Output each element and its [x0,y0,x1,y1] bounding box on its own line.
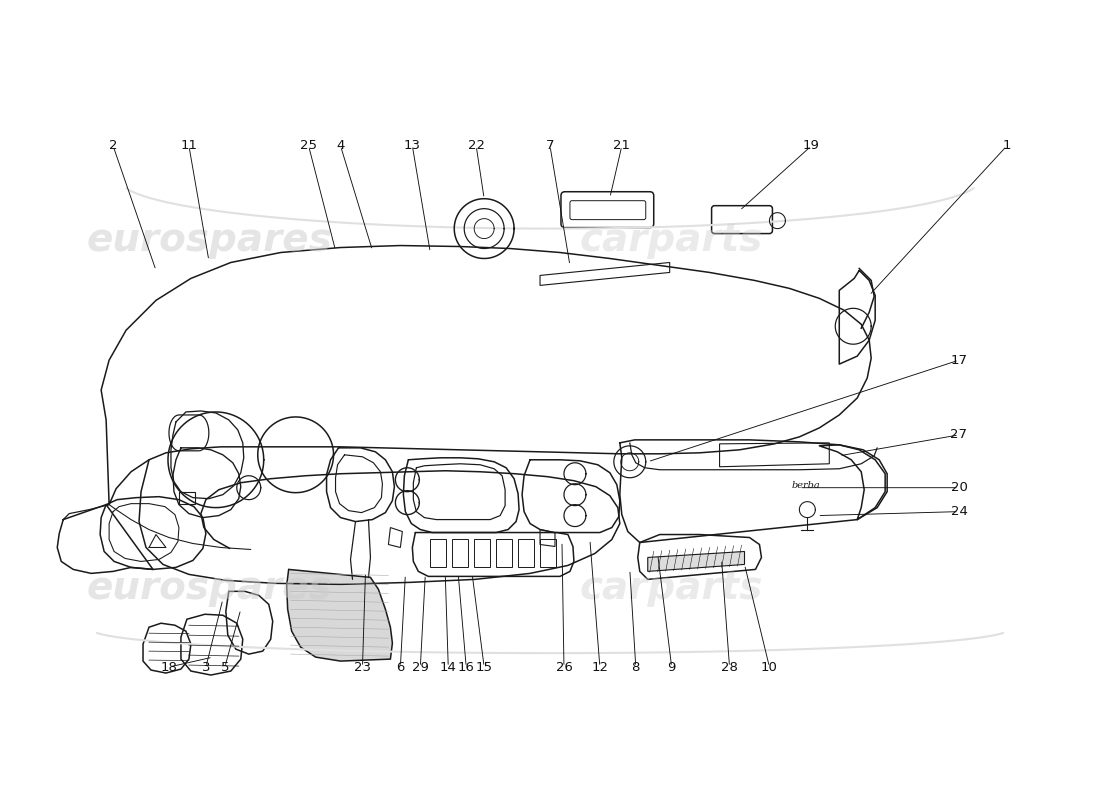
Text: 16: 16 [458,661,474,674]
Text: 21: 21 [614,139,630,152]
Text: 4: 4 [337,139,344,152]
Text: 28: 28 [722,661,738,674]
Text: carparts: carparts [580,570,763,607]
Text: 10: 10 [761,661,778,674]
Text: 14: 14 [440,661,456,674]
Text: 23: 23 [354,661,371,674]
Text: eurospares: eurospares [86,570,332,607]
Text: 3: 3 [201,661,210,674]
Text: 1: 1 [1002,139,1011,152]
Polygon shape [648,551,745,571]
Text: 2: 2 [109,139,118,152]
Text: 9: 9 [668,661,675,674]
Text: 6: 6 [396,661,405,674]
Text: berba: berba [791,481,821,490]
Text: 18: 18 [161,661,177,674]
Text: 29: 29 [411,661,429,674]
Text: 27: 27 [950,428,968,442]
Text: 13: 13 [404,139,421,152]
Text: 12: 12 [592,661,608,674]
Text: 26: 26 [556,661,572,674]
Text: 17: 17 [950,354,968,366]
Text: carparts: carparts [580,221,763,258]
Text: 11: 11 [180,139,197,152]
Text: 20: 20 [950,481,967,494]
Text: 22: 22 [468,139,485,152]
Text: 19: 19 [803,139,820,152]
Text: 15: 15 [475,661,493,674]
Polygon shape [287,570,393,661]
Text: 25: 25 [300,139,317,152]
Text: 8: 8 [631,661,640,674]
Text: 5: 5 [221,661,229,674]
Text: eurospares: eurospares [86,221,332,258]
Text: 24: 24 [950,505,967,518]
Text: 7: 7 [546,139,554,152]
